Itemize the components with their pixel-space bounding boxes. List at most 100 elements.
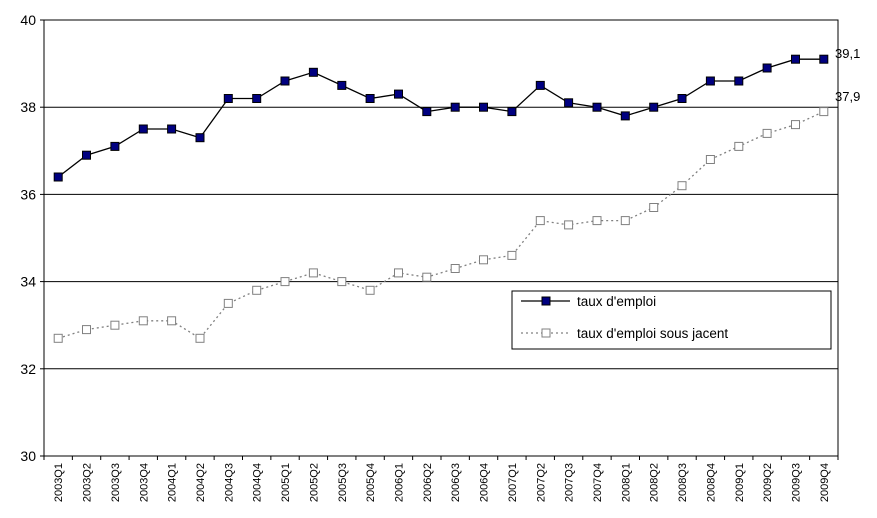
data-point-series-2 [479, 255, 488, 265]
data-point-series-1 [564, 98, 574, 108]
axes [40, 19, 839, 460]
x-tick-label: 2005Q3 [337, 463, 349, 502]
y-tick-label: 38 [20, 99, 36, 115]
x-tick-label: 2003Q1 [53, 463, 65, 502]
data-point-series-1 [82, 150, 91, 160]
data-point-series-1 [195, 133, 205, 143]
data-point-series-1 [394, 89, 403, 99]
x-tick-label: 2009Q4 [819, 463, 831, 502]
data-point-series-2 [53, 333, 63, 343]
x-tick-label: 2009Q1 [734, 463, 746, 502]
data-point-series-2 [365, 285, 375, 295]
x-tick-label: 2004Q2 [195, 463, 207, 502]
data-point-series-1 [592, 102, 602, 112]
data-point-series-1 [677, 94, 687, 103]
x-tick-label: 2007Q4 [592, 463, 604, 502]
data-point-series-1 [819, 54, 829, 64]
data-point-series-1 [791, 54, 800, 64]
data-point-series-2 [734, 141, 744, 151]
legend-marker-series-2 [541, 328, 551, 338]
data-point-series-1 [649, 102, 659, 112]
x-tick-label: 2003Q3 [110, 463, 122, 502]
x-tick-label: 2006Q2 [422, 463, 434, 502]
legend-marker-series-1 [541, 296, 551, 306]
x-tick-label: 2004Q3 [223, 463, 235, 502]
end-label-series-2: 37,9 [835, 89, 860, 104]
data-point-series-2 [677, 181, 687, 191]
data-point-series-1 [223, 94, 233, 103]
x-tick-label: 2005Q4 [365, 463, 377, 502]
gridlines [44, 106, 838, 370]
data-point-series-2 [195, 333, 205, 343]
x-tick-label: 2006Q1 [393, 463, 405, 502]
x-tick-label: 2007Q2 [535, 463, 547, 502]
data-point-series-1 [110, 141, 120, 151]
data-point-series-1 [422, 107, 432, 117]
data-point-series-2 [535, 216, 545, 226]
data-point-series-2 [308, 268, 318, 278]
x-tick-label: 2003Q4 [138, 463, 150, 502]
legend-label-series-1: taux d'emploi [577, 294, 656, 309]
data-point-series-2 [819, 107, 829, 117]
end-label-series-1: 39,1 [835, 46, 860, 61]
data-point-series-2 [762, 128, 772, 138]
data-point-series-1 [762, 63, 772, 73]
x-tick-label: 2009Q2 [762, 463, 774, 502]
data-point-series-2 [394, 268, 403, 278]
y-tick-label: 40 [20, 12, 36, 28]
x-tick-label: 2008Q1 [620, 463, 632, 502]
data-point-series-1 [337, 80, 347, 90]
series-line-2 [58, 111, 825, 340]
data-point-series-1 [167, 124, 177, 134]
x-tick-label: 2008Q3 [677, 463, 689, 502]
data-point-series-2 [223, 298, 233, 308]
data-point-series-2 [252, 285, 262, 295]
x-tick-label: 2007Q3 [564, 463, 576, 502]
x-tick-label: 2005Q1 [280, 463, 292, 502]
series-line-1 [57, 58, 824, 178]
data-point-series-1 [620, 111, 630, 121]
series [53, 54, 829, 343]
data-point-series-2 [82, 325, 91, 335]
x-tick-label: 2004Q4 [252, 463, 264, 502]
tick-labels: 30 32 34 36 38 40 2003Q1 2003Q2 2003Q3 2003Q4 2004… [20, 12, 830, 502]
data-point-series-2 [167, 316, 177, 326]
legend: taux d'emploi taux d'emploi sous jacent [511, 290, 832, 350]
x-tick-label: 2006Q4 [479, 463, 491, 502]
data-point-series-1 [53, 172, 63, 182]
data-point-series-2 [705, 155, 715, 164]
x-tick-label: 2006Q3 [450, 463, 462, 502]
data-point-series-2 [507, 250, 517, 260]
data-point-series-2 [450, 264, 460, 273]
data-point-series-2 [564, 220, 574, 230]
data-point-series-1 [365, 94, 375, 103]
data-point-series-1 [450, 102, 460, 112]
data-point-series-1 [308, 67, 318, 77]
data-point-series-2 [138, 316, 148, 326]
y-tick-label: 34 [20, 274, 36, 290]
x-tick-label: 2007Q1 [507, 463, 519, 502]
x-tick-label: 2008Q4 [705, 463, 717, 502]
data-point-series-2 [791, 120, 800, 130]
data-point-series-2 [110, 320, 120, 330]
data-point-series-1 [734, 76, 744, 86]
data-point-series-1 [479, 102, 488, 112]
legend-label-series-2: taux d'emploi sous jacent [577, 326, 728, 341]
data-point-series-1 [252, 94, 262, 103]
data-point-series-2 [280, 277, 290, 287]
y-tick-label: 30 [20, 448, 36, 464]
x-tick-label: 2003Q2 [82, 463, 94, 502]
data-point-series-2 [620, 216, 630, 226]
data-point-series-2 [649, 203, 659, 212]
data-point-series-1 [507, 107, 517, 117]
x-tick-label: 2004Q1 [167, 463, 179, 502]
data-point-series-1 [280, 76, 290, 86]
data-point-series-2 [337, 277, 347, 287]
y-tick-label: 32 [20, 361, 36, 377]
x-tick-label: 2009Q3 [790, 463, 802, 502]
data-point-series-1 [535, 80, 545, 90]
data-point-series-2 [422, 272, 432, 282]
data-point-series-1 [138, 124, 148, 134]
x-tick-label: 2008Q2 [649, 463, 661, 502]
